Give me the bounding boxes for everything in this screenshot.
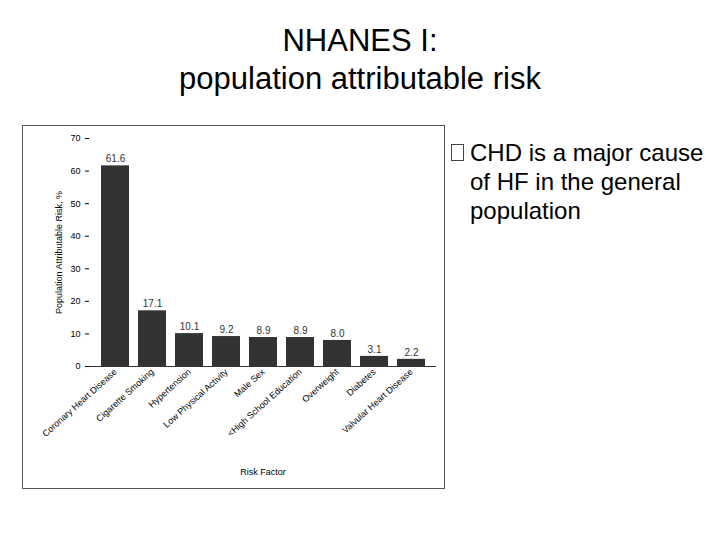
svg-text:50: 50 [70,199,80,209]
svg-text:40: 40 [70,231,80,241]
svg-text:3.1: 3.1 [368,344,382,355]
svg-text:Overweight: Overweight [300,366,341,404]
svg-text:0: 0 [75,361,80,371]
svg-text:Population Attributable Risk,: Population Attributable Risk, % [54,191,64,314]
svg-text:Cigarette Smoking: Cigarette Smoking [94,367,156,424]
svg-text:61.6: 61.6 [106,153,126,164]
svg-text:70: 70 [70,133,80,143]
svg-text:10.1: 10.1 [180,321,200,332]
svg-text:Hypertension: Hypertension [146,366,193,410]
svg-text:Risk Factor: Risk Factor [240,467,286,477]
svg-text:8.0: 8.0 [331,328,345,339]
svg-text:2.2: 2.2 [405,347,419,358]
svg-text:Low Physical Activity: Low Physical Activity [161,366,230,429]
svg-text:20: 20 [70,296,80,306]
svg-text:Diabetes: Diabetes [345,366,378,398]
html-text:CHD is a major cause of HF in: CHD is a major cause of HF in the genera… [470,139,704,224]
svg-text:17.1: 17.1 [143,298,163,309]
svg-text:9.2: 9.2 [220,324,234,335]
svg-text:Coronary Heart Disease: Coronary Heart Disease [40,367,118,439]
svg-text:10: 10 [70,329,80,339]
svg-text:8.9: 8.9 [257,325,271,336]
svg-text:Male Sex: Male Sex [232,366,267,399]
svg-text:8.9: 8.9 [294,325,308,336]
svg-text:Valvular Heart Disease: Valvular Heart Disease [340,367,415,436]
svg-text:30: 30 [70,264,80,274]
svg-text:60: 60 [70,166,80,176]
html-text:NHANES I: population attributa: NHANES I: population attributable risk [179,23,541,96]
svg-text:<High School Education: <High School Education [225,367,303,439]
